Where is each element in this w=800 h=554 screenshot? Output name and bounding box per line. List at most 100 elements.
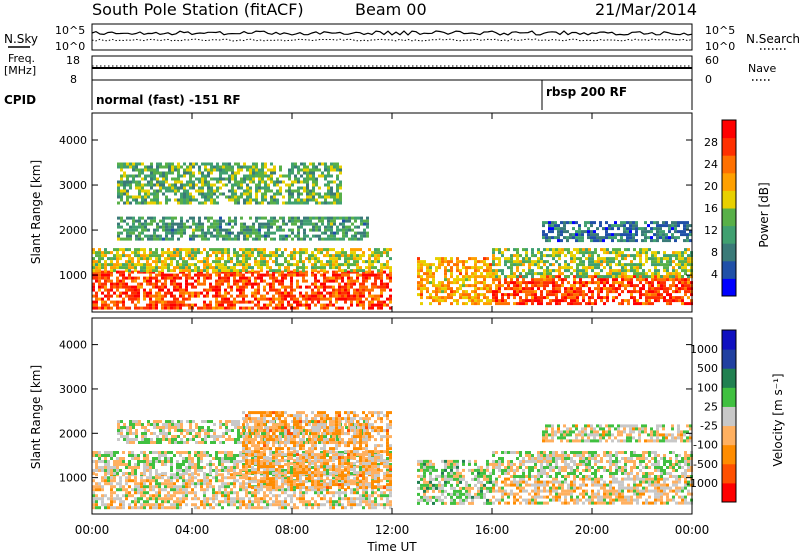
power-cell-band-4 — [462, 296, 465, 300]
power-cell-band-4 — [447, 260, 450, 264]
velocity-cell-band-0 — [116, 497, 119, 501]
power-cell-band-3 — [147, 192, 150, 196]
power-cell-band-7 — [611, 233, 614, 237]
velocity-cell-band-1 — [98, 469, 101, 472]
power-cell-band-3 — [204, 198, 207, 202]
power-cell-band-1 — [224, 248, 227, 252]
power-cell-band-3 — [279, 186, 282, 190]
power-cell-band-3 — [336, 195, 339, 199]
power-cell-band-7 — [671, 221, 674, 225]
power-cell-band-5 — [591, 293, 594, 297]
power-cell-band-0 — [197, 279, 200, 283]
power-cell-band-5 — [573, 284, 576, 288]
power-cell-band-5 — [621, 302, 624, 306]
power-cell-band-6 — [582, 269, 585, 273]
power-cell-band-3 — [264, 165, 267, 169]
power-cell-band-0 — [245, 279, 248, 283]
power-cell-band-1 — [302, 269, 305, 273]
power-cell-band-3 — [153, 183, 156, 187]
power-cell-band-6 — [519, 254, 522, 258]
velocity-cell-band-1 — [122, 451, 125, 454]
power-cell-band-6 — [621, 272, 624, 276]
power-cell-band-4 — [474, 290, 477, 294]
power-cell-band-1 — [143, 269, 146, 273]
power-cell-band-5 — [672, 299, 675, 303]
power-cell-band-0 — [185, 276, 188, 280]
power-cell-band-0 — [191, 291, 194, 295]
power-cell-band-2 — [237, 237, 240, 241]
power-cell-band-6 — [660, 263, 663, 267]
power-cell-band-1 — [332, 266, 335, 270]
velocity-cell-band-0 — [227, 491, 230, 495]
velocity-cell-band-0 — [146, 476, 149, 480]
power-cell-band-3 — [297, 201, 300, 205]
velocity-cell-band-0 — [278, 503, 281, 507]
power-cell-band-6 — [645, 251, 648, 255]
power-cell-band-0 — [347, 306, 350, 310]
velocity-cell-band-0 — [173, 473, 176, 477]
power-cell-band-2 — [360, 231, 363, 235]
power-cell-band-3 — [255, 171, 258, 175]
power-cell-band-5 — [666, 290, 669, 294]
power-cell-band-0 — [230, 294, 233, 298]
power-cell-band-0 — [215, 306, 218, 310]
velocity-cell-band-0 — [158, 476, 161, 480]
power-cell-band-2 — [165, 234, 168, 238]
velocity-cell-band-0 — [248, 506, 251, 510]
power-cell-band-1 — [152, 266, 155, 270]
velocity-cell-band-0 — [239, 503, 242, 507]
power-cell-band-3 — [207, 171, 210, 175]
velocity-cell-band-0 — [368, 494, 371, 498]
power-cell-band-1 — [128, 266, 131, 270]
power-cell-band-1 — [353, 260, 356, 264]
power-cell-band-3 — [273, 198, 276, 202]
power-cell-band-0 — [359, 288, 362, 292]
power-cell-band-3 — [321, 201, 324, 205]
power-cell-band-6 — [594, 248, 597, 252]
power-cell-band-3 — [213, 165, 216, 169]
velocity-cell-band-0 — [155, 485, 158, 489]
power-cell-band-0 — [305, 270, 308, 274]
power-cell-band-1 — [356, 254, 359, 258]
velocity-cell-band-0 — [224, 485, 227, 489]
power-cell-band-4 — [462, 278, 465, 282]
velocity-cell-band-0 — [305, 506, 308, 510]
power-cell-band-4 — [429, 269, 432, 273]
power-cell-band-6 — [537, 263, 540, 267]
power-cell-band-0 — [203, 279, 206, 283]
power-cell-band-3 — [291, 168, 294, 172]
power-cell-band-5 — [669, 293, 672, 297]
power-cell-band-5 — [621, 278, 624, 282]
velocity-cell-band-0 — [230, 476, 233, 480]
power-cell-band-3 — [333, 201, 336, 205]
power-cell-band-0 — [149, 276, 152, 280]
power-cell-band-5 — [537, 299, 540, 303]
power-cell-band-3 — [324, 192, 327, 196]
power-cell-band-6 — [588, 260, 591, 264]
power-cell-band-3 — [189, 165, 192, 169]
power-cell-band-0 — [305, 285, 308, 289]
velocity-cell-band-0 — [317, 488, 320, 492]
power-cell-band-0 — [146, 291, 149, 295]
velocity-cell-band-0 — [161, 497, 164, 501]
power-cell-band-4 — [486, 287, 489, 291]
power-cell-band-5 — [525, 287, 528, 291]
power-cell-band-4 — [453, 263, 456, 267]
power-cell-band-2 — [171, 219, 174, 223]
velocity-cell-band-0 — [221, 494, 224, 498]
power-cell-band-0 — [212, 294, 215, 298]
power-cell-band-5 — [651, 293, 654, 297]
power-cell-band-4 — [462, 266, 465, 270]
power-cell-band-6 — [567, 263, 570, 267]
power-cell-band-5 — [639, 302, 642, 306]
power-cell-band-6 — [618, 248, 621, 252]
power-cell-band-5 — [594, 299, 597, 303]
power-cell-band-6 — [519, 260, 522, 264]
power-cell-band-5 — [654, 296, 657, 300]
power-cell-band-0 — [143, 288, 146, 292]
power-cell-band-7 — [632, 221, 635, 225]
power-cell-band-2 — [204, 231, 207, 235]
power-cell-band-4 — [474, 269, 477, 273]
power-cell-band-3 — [189, 183, 192, 187]
power-cell-band-3 — [282, 180, 285, 184]
